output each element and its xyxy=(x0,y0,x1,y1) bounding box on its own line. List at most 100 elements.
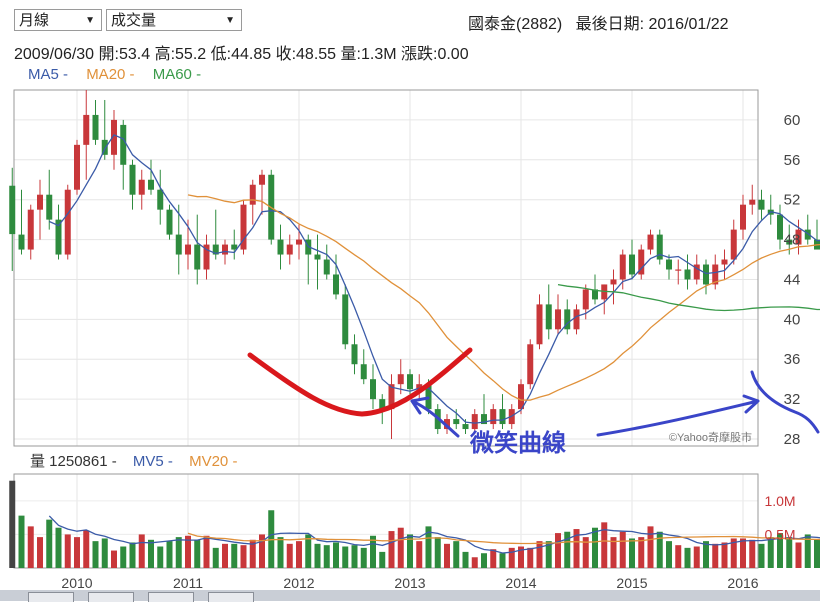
candle-body xyxy=(758,199,765,210)
legend-ma20: MA20 - xyxy=(86,66,135,83)
candle-body xyxy=(18,234,25,250)
candle-body xyxy=(730,229,737,260)
candle-body xyxy=(351,344,358,365)
candle-body xyxy=(148,179,154,190)
volume-bar xyxy=(730,538,737,568)
smile-curve-annotation xyxy=(247,347,473,417)
volume-bar xyxy=(758,543,765,568)
candle-body xyxy=(231,244,238,250)
price-tick-label: 48 xyxy=(784,232,801,249)
volume-bar xyxy=(573,529,580,568)
candle-body xyxy=(712,264,719,285)
volume-bar xyxy=(166,541,173,568)
candle-body xyxy=(675,269,682,271)
volume-bar xyxy=(46,519,53,568)
candle-body xyxy=(416,384,423,390)
price-tick-label: 44 xyxy=(784,271,801,288)
candle-body xyxy=(129,164,136,195)
volume-bar xyxy=(157,546,164,568)
volume-bar xyxy=(138,534,145,568)
volume-bar xyxy=(351,545,358,568)
price-panel-frame xyxy=(13,89,759,447)
volume-bar xyxy=(407,534,413,568)
volume-bar xyxy=(379,551,386,568)
taskbar-item[interactable] xyxy=(88,592,134,602)
price-tick-label: 40 xyxy=(784,311,801,328)
candle-body xyxy=(9,185,16,235)
price-tick-label: 60 xyxy=(784,112,801,129)
volume-bar xyxy=(231,543,238,568)
volume-bar xyxy=(684,547,691,568)
candle-body xyxy=(360,364,367,380)
volume-bar xyxy=(767,537,774,568)
volume-legend: 量 1250861 - MV5 - MV20 - xyxy=(30,450,249,471)
taskbar-item[interactable] xyxy=(148,592,194,602)
candle-body xyxy=(407,374,413,390)
volume-bar xyxy=(804,534,811,568)
volume-bar xyxy=(259,534,265,568)
candle-body xyxy=(157,189,164,210)
volume-bar xyxy=(462,551,469,568)
volume-bar xyxy=(323,545,330,568)
period-select[interactable]: 月線 ▼ xyxy=(14,9,102,31)
volume-bar xyxy=(814,539,820,568)
ma5-line xyxy=(49,134,820,424)
volume-bar xyxy=(629,538,635,568)
volume-bar xyxy=(92,541,99,568)
candle-body xyxy=(46,194,53,220)
candle-body xyxy=(249,184,256,205)
ohlc-date: 2009/06/30 xyxy=(14,46,95,63)
volume-bar xyxy=(64,534,71,568)
candle-body xyxy=(323,259,330,275)
volume-bar xyxy=(296,541,302,568)
volume-tick-label: 0.5M xyxy=(764,526,795,542)
volume-bar xyxy=(101,538,108,568)
candle-body xyxy=(740,204,746,230)
volume-bar xyxy=(416,541,423,568)
candle-body xyxy=(499,409,506,425)
ohlc-low: 低:44.85 xyxy=(210,46,272,63)
candle-body xyxy=(462,424,469,430)
volume-bar xyxy=(721,542,728,568)
legend-ma60: MA60 - xyxy=(152,66,202,83)
chevron-down-icon: ▼ xyxy=(85,15,95,26)
ma60-line xyxy=(557,283,820,312)
mv20-line xyxy=(187,532,820,545)
ohlc-change: 漲跌:0.00 xyxy=(401,46,469,63)
volume-bar xyxy=(499,553,506,568)
volume-bar xyxy=(37,537,43,568)
candle-body xyxy=(804,229,811,240)
candle-body xyxy=(92,114,99,140)
price-tick-label: 32 xyxy=(784,391,801,408)
price-tick-label: 28 xyxy=(784,431,801,448)
ohlc-volume: 量:1.3M xyxy=(340,46,397,63)
volume-bar xyxy=(314,543,321,568)
volume-bar xyxy=(277,537,284,568)
volume-bar xyxy=(249,539,256,568)
price-tick-label: 56 xyxy=(784,152,801,169)
annotation-arrow-right xyxy=(596,394,760,437)
volume-bar xyxy=(83,530,90,568)
volume-bar xyxy=(786,537,793,568)
volume-bar xyxy=(388,531,395,568)
taskbar-item[interactable] xyxy=(28,592,74,602)
candle-body xyxy=(314,254,321,260)
volume-bar xyxy=(536,541,543,568)
candle-body xyxy=(638,249,645,275)
candle-body xyxy=(481,414,487,425)
taskbar-item[interactable] xyxy=(208,592,254,602)
volume-bar xyxy=(360,547,367,568)
candle-body xyxy=(111,119,117,155)
candle-body xyxy=(397,374,404,385)
volume-bar xyxy=(518,546,524,568)
volume-bar xyxy=(286,543,293,568)
candle-body xyxy=(693,264,700,280)
candle-body xyxy=(101,139,108,155)
candle-body xyxy=(203,244,210,270)
candle-body xyxy=(240,204,247,250)
volume-bar xyxy=(795,542,802,568)
volume-bar xyxy=(545,541,552,568)
indicator-select[interactable]: 成交量 ▼ xyxy=(106,9,242,31)
volume-bar xyxy=(592,527,598,568)
